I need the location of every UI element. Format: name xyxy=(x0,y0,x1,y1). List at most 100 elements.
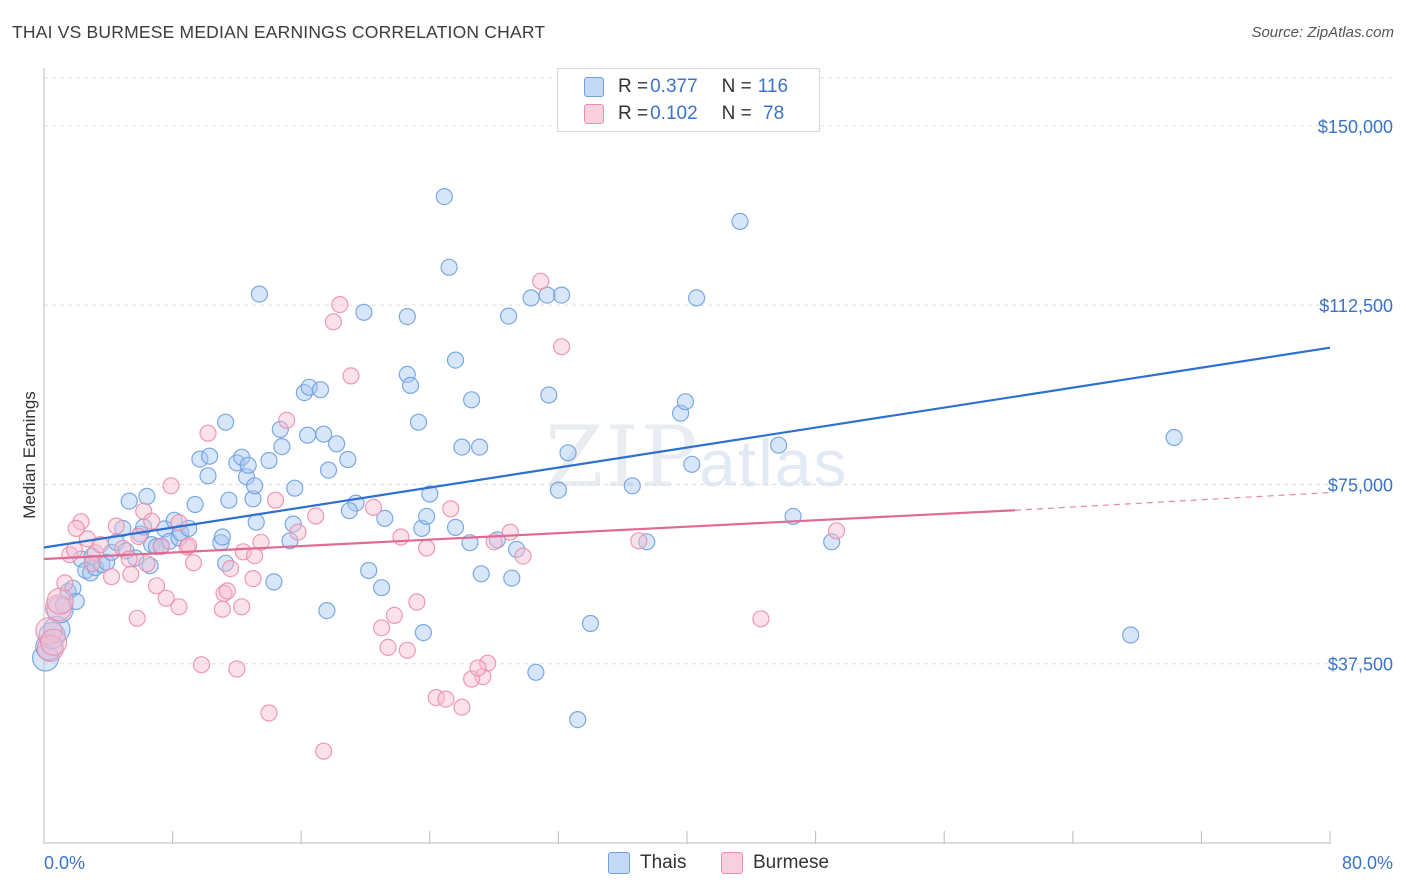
series-label-burmese: Burmese xyxy=(753,852,830,873)
point-burmese xyxy=(199,424,217,442)
point-thais xyxy=(527,663,545,681)
watermark-atlas: atlas xyxy=(699,426,849,500)
legend-n-label-thais: N = xyxy=(721,76,752,97)
point-thais xyxy=(503,569,521,587)
point-burmese xyxy=(39,628,68,656)
watermark: ZIPatlas xyxy=(545,408,849,506)
point-burmese xyxy=(463,670,481,688)
legend-r-label-burmese: R = xyxy=(618,103,649,124)
point-burmese xyxy=(385,606,403,625)
point-thais xyxy=(77,561,95,580)
point-burmese xyxy=(228,660,246,678)
point-burmese xyxy=(827,522,846,540)
point-thais xyxy=(463,391,481,409)
point-thais xyxy=(138,487,156,505)
point-burmese xyxy=(83,554,101,572)
point-thais xyxy=(552,286,571,304)
point-thais xyxy=(250,285,268,303)
point-burmese xyxy=(552,338,571,356)
point-thais xyxy=(220,491,238,509)
legend-row-burmese: R = 0.102 N = 78 xyxy=(558,100,784,128)
point-burmese xyxy=(479,654,497,672)
y-tick-label: $75,000 xyxy=(1328,475,1393,495)
point-thais xyxy=(311,381,330,399)
point-thais xyxy=(147,537,166,556)
point-burmese xyxy=(392,528,410,546)
point-thais xyxy=(239,456,257,474)
point-thais xyxy=(569,710,587,729)
legend-r-label-thais: R = xyxy=(618,76,649,97)
point-thais xyxy=(559,444,577,462)
point-thais xyxy=(191,450,209,468)
point-thais xyxy=(1122,626,1140,644)
stats-legend: R = 0.377 N = 116 R = 0.102 N = 78 xyxy=(557,68,820,132)
x-tick-label-max: 80.0% xyxy=(1342,853,1393,873)
point-thais xyxy=(340,502,358,520)
point-burmese xyxy=(56,574,74,592)
point-burmese xyxy=(102,568,121,586)
point-burmese xyxy=(442,500,460,518)
point-thais xyxy=(581,614,600,633)
source-label: Source: ZipAtlas.com xyxy=(1251,24,1394,41)
point-thais xyxy=(500,307,518,325)
point-burmese xyxy=(162,477,180,495)
point-burmese xyxy=(221,559,240,578)
point-burmese xyxy=(266,491,285,509)
point-thais xyxy=(446,351,465,369)
point-thais xyxy=(319,461,338,479)
legend-row-thais: R = 0.377 N = 116 xyxy=(558,73,788,101)
point-burmese xyxy=(244,569,262,588)
point-thais xyxy=(46,596,74,624)
point-burmese xyxy=(143,512,161,530)
point-burmese xyxy=(469,659,487,677)
point-thais xyxy=(120,492,138,510)
point-thais xyxy=(247,513,265,531)
point-burmese xyxy=(501,523,519,541)
point-thais xyxy=(769,436,788,454)
point-thais xyxy=(435,188,453,206)
point-thais xyxy=(273,438,291,456)
point-thais xyxy=(522,289,540,307)
point-thais xyxy=(213,528,231,546)
point-burmese xyxy=(532,272,550,290)
point-burmese xyxy=(315,742,333,760)
x-tick-label-min: 0.0% xyxy=(44,853,85,873)
point-burmese xyxy=(147,577,166,595)
point-thais xyxy=(286,479,304,497)
point-thais xyxy=(823,533,841,551)
point-burmese xyxy=(152,537,170,556)
point-thais xyxy=(446,518,465,537)
point-burmese xyxy=(46,587,74,615)
point-thais xyxy=(440,258,458,276)
point-burmese xyxy=(252,533,270,551)
point-burmese xyxy=(752,610,770,628)
legend-swatch-burmese xyxy=(584,104,604,124)
point-thais xyxy=(398,365,416,383)
point-thais xyxy=(360,561,378,580)
point-burmese xyxy=(364,498,383,516)
point-burmese xyxy=(398,641,416,659)
point-thais xyxy=(471,438,489,456)
point-burmese xyxy=(122,565,140,583)
point-burmese xyxy=(418,539,436,557)
legend-n-label-burmese: N = xyxy=(721,103,752,124)
point-thais xyxy=(271,420,289,438)
point-burmese xyxy=(114,539,132,558)
point-burmese xyxy=(324,313,342,331)
point-thais xyxy=(453,438,471,456)
point-burmese xyxy=(213,600,231,618)
point-burmese xyxy=(408,593,426,611)
y-tick-label: $37,500 xyxy=(1328,655,1393,675)
legend-swatch-thais xyxy=(584,77,604,97)
point-thais xyxy=(540,386,558,404)
legend-r-value-burmese: 0.102 xyxy=(650,103,698,124)
point-thais xyxy=(284,515,302,533)
point-thais xyxy=(472,565,490,583)
series-legend-thais: Thais xyxy=(608,852,686,874)
point-burmese xyxy=(289,523,307,541)
point-thais xyxy=(376,509,394,528)
point-burmese xyxy=(342,367,360,385)
point-burmese xyxy=(278,411,296,429)
point-burmese xyxy=(485,533,503,551)
